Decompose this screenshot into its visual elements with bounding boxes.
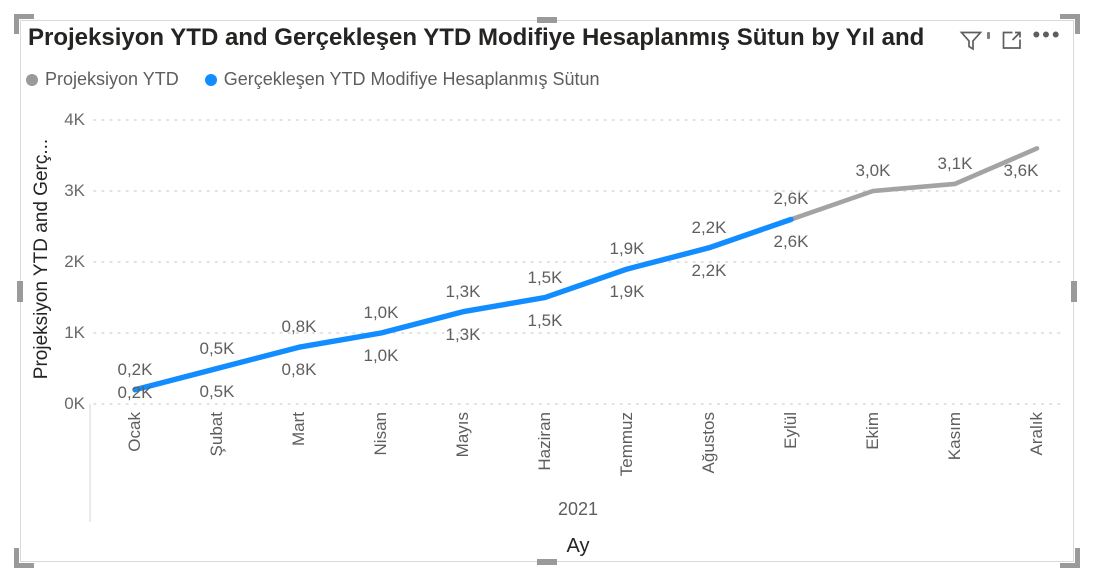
more-options-icon[interactable]: •••	[1032, 22, 1062, 47]
x-axis-label: Temmuz	[617, 412, 636, 477]
legend: Projeksiyon YTD Gerçekleşen YTD Modifiye…	[26, 69, 600, 90]
x-axis-label: Nisan	[371, 412, 390, 456]
data-label: 0,5K	[199, 381, 235, 401]
series-line-gerceklesen[interactable]	[132, 216, 794, 393]
x-axis-label: Mayıs	[453, 412, 472, 458]
legend-item-label: Gerçekleşen YTD Modifiye Hesaplanmış Süt…	[223, 69, 600, 89]
filter-indicator-icon	[987, 31, 990, 39]
data-label: 2,2K	[691, 217, 727, 237]
visual-toolbar: •••	[958, 24, 1070, 54]
x-axis-group-label: 2021	[557, 499, 599, 519]
data-label: 0,2K	[117, 359, 153, 379]
data-label: 1,5K	[527, 310, 563, 330]
y-axis-tick: 3K	[64, 181, 85, 200]
y-axis-tick: 2K	[64, 252, 85, 271]
data-label: 2,6K	[773, 232, 809, 252]
resize-handle-top[interactable]	[537, 17, 557, 23]
x-axis-title: Ay	[566, 535, 590, 557]
x-axis-label: Mart	[289, 412, 308, 446]
visual-title: Projeksiyon YTD and Gerçekleşen YTD Modi…	[28, 24, 925, 51]
focus-mode-icon[interactable]	[999, 27, 1025, 53]
data-label: 1,0K	[363, 303, 399, 322]
y-axis-tick: 4K	[64, 110, 85, 129]
data-label: 1,0K	[363, 346, 399, 365]
legend-item-gerceklesen-ytd[interactable]: Gerçekleşen YTD Modifiye Hesaplanmış Süt…	[204, 69, 600, 90]
data-label: 3,1K	[937, 153, 973, 173]
data-label: 1,9K	[609, 282, 645, 302]
legend-item-label: Projeksiyon YTD	[45, 69, 179, 89]
data-label: 0,8K	[281, 360, 317, 380]
data-label: 1,3K	[445, 324, 481, 344]
resize-handle-left[interactable]	[17, 281, 23, 302]
data-label: 3,0K	[855, 161, 891, 180]
x-axis-label: Kasım	[945, 412, 964, 461]
data-label: 3,6K	[1003, 161, 1039, 181]
resize-handle-bottom-right[interactable]	[1060, 548, 1080, 568]
resize-handle-right[interactable]	[1071, 281, 1077, 302]
resize-handle-bottom-left[interactable]	[14, 548, 34, 568]
resize-handle-top-right[interactable]	[1060, 14, 1080, 34]
data-label: 0,8K	[281, 317, 317, 337]
data-label: 2,2K	[691, 260, 727, 280]
x-axis-label: Aralık	[1027, 412, 1046, 456]
resize-handle-top-left[interactable]	[14, 14, 34, 34]
x-axis-label: Ağustos	[699, 412, 718, 474]
data-label: 0,2K	[117, 383, 153, 402]
data-label: 1,9K	[609, 239, 645, 259]
x-axis-label: Ocak	[125, 412, 144, 452]
legend-marker-gray	[26, 73, 38, 86]
visual-container[interactable]	[20, 20, 1074, 562]
data-label: 0,5K	[199, 338, 235, 358]
filter-icon[interactable]	[958, 27, 984, 53]
y-axis-tick: 1K	[64, 323, 85, 342]
data-label: 1,5K	[527, 267, 563, 287]
legend-item-projeksiyon-ytd[interactable]: Projeksiyon YTD	[26, 69, 179, 90]
x-axis-label: Şubat	[207, 412, 226, 457]
y-axis-tick: 0K	[64, 394, 85, 413]
x-axis-label: Haziran	[535, 412, 554, 471]
x-axis-label: Eylül	[781, 412, 800, 449]
resize-handle-bottom[interactable]	[537, 559, 557, 565]
data-label: 1,3K	[445, 281, 481, 301]
legend-marker-blue	[204, 73, 217, 86]
data-label: 2,6K	[773, 189, 809, 209]
x-axis-label: Ekim	[863, 412, 882, 450]
